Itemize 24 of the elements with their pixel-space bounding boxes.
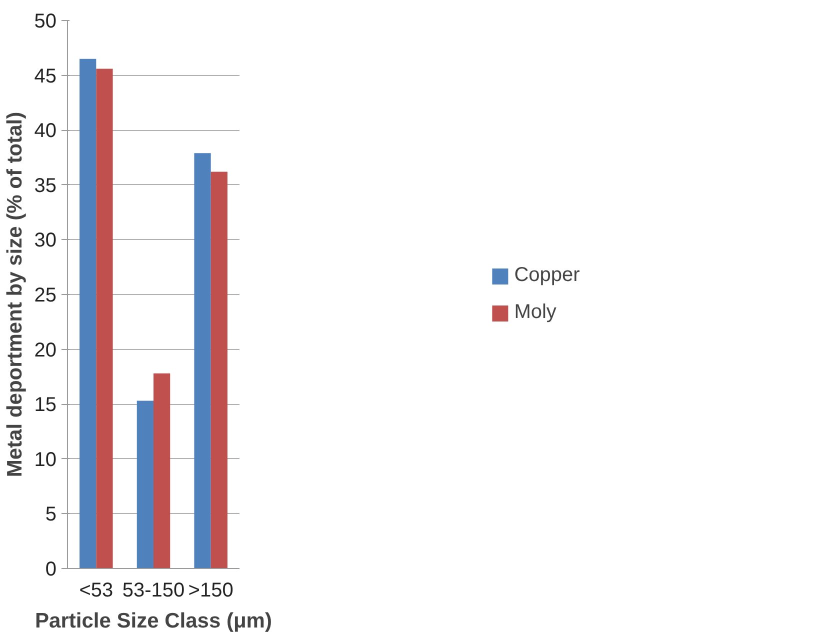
x-tick-label: 53-150 [122, 580, 185, 602]
bar [210, 172, 228, 568]
y-tick-label: 50 [34, 10, 57, 32]
bar [194, 153, 211, 568]
legend-label: Moly [514, 301, 556, 324]
x-axis-title: Particle Size Class (μm) [35, 610, 272, 632]
bar [96, 68, 113, 568]
y-tick-label: 30 [34, 230, 57, 252]
y-tick-label: 0 [45, 558, 56, 580]
legend-label: Copper [514, 264, 580, 287]
bar [80, 58, 96, 568]
y-axis-title: Metal deportment by size (% of total) [3, 112, 26, 478]
y-tick-label: 20 [34, 339, 57, 362]
y-tick-label: 45 [34, 65, 57, 88]
x-tick-label: >150 [188, 580, 234, 602]
y-tick-label: 5 [45, 504, 56, 526]
y-tick-label: 25 [34, 284, 57, 306]
y-tick-label: 15 [34, 394, 57, 416]
bar [154, 373, 170, 568]
y-tick-label: 40 [34, 120, 57, 142]
y-tick-label: 10 [34, 448, 57, 471]
x-tick-label: <53 [79, 580, 114, 602]
y-tick-label: 35 [34, 174, 57, 197]
bar [136, 400, 154, 568]
